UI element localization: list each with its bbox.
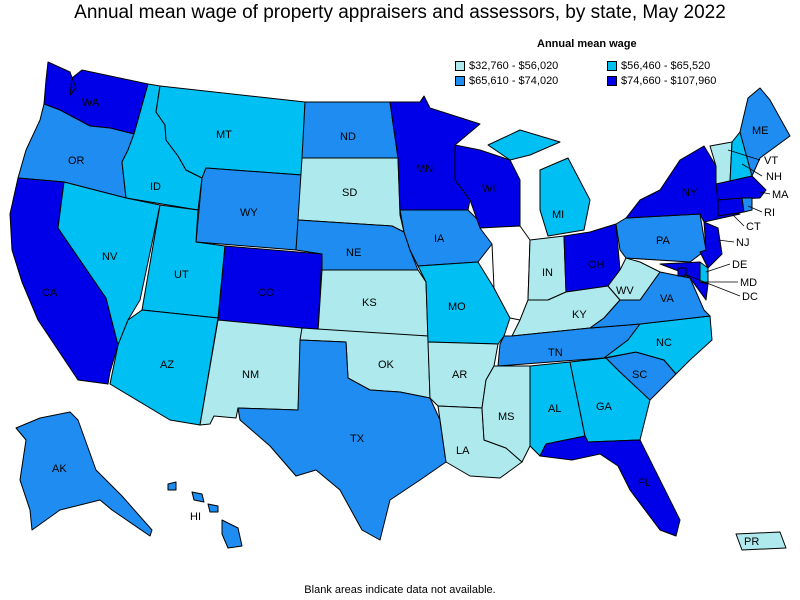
legend-grid: $32,760 - $56,020 $56,460 - $65,520 $65,…	[455, 60, 755, 87]
label-mt: MT	[216, 129, 232, 141]
label-mo: MO	[448, 301, 466, 313]
label-ny: NY	[682, 187, 698, 199]
state-tx[interactable]	[237, 339, 447, 541]
label-hi: HI	[190, 511, 201, 523]
legend: Annual mean wage $32,760 - $56,020 $56,4…	[455, 38, 755, 87]
label-la: LA	[456, 445, 470, 457]
label-ky: KY	[572, 309, 587, 321]
label-vt: VT	[764, 155, 778, 167]
label-nm: NM	[242, 369, 259, 381]
label-mn: MN	[416, 163, 433, 175]
state-ct[interactable]	[717, 197, 745, 217]
state-mi[interactable]	[487, 129, 591, 237]
state-wv[interactable]	[607, 257, 661, 301]
legend-label-1: $32,760 - $56,020	[469, 60, 559, 72]
label-pr: PR	[744, 536, 759, 548]
label-wv: WV	[616, 285, 634, 297]
label-sc: SC	[632, 369, 647, 381]
label-de: DE	[732, 259, 747, 271]
state-pr[interactable]	[735, 531, 787, 551]
legend-swatch-2	[607, 61, 617, 71]
state-ak[interactable]	[15, 411, 153, 537]
map-title: Annual mean wage of property appraisers …	[74, 2, 726, 23]
label-ok: OK	[378, 359, 395, 371]
label-sd: SD	[342, 187, 357, 199]
label-ms: MS	[498, 411, 515, 423]
label-nc: NC	[656, 337, 672, 349]
legend-title: Annual mean wage	[537, 38, 637, 50]
label-pa: PA	[656, 235, 671, 247]
label-ca: CA	[42, 287, 58, 299]
label-ri: RI	[764, 207, 775, 219]
state-me[interactable]	[739, 87, 791, 177]
state-labels: WA OR CA ID NV MT WY UT AZ CO NM ND SD N…	[42, 97, 789, 548]
legend-item-2: $56,460 - $65,520	[607, 60, 755, 72]
legend-swatch-3	[455, 76, 465, 86]
state-wy[interactable]	[195, 167, 303, 251]
label-ks: KS	[362, 297, 377, 309]
label-md: MD	[740, 277, 757, 289]
legend-item-3: $65,610 - $74,020	[455, 75, 607, 87]
label-ct: CT	[746, 221, 761, 233]
state-va[interactable]	[589, 271, 711, 329]
label-ne: NE	[346, 247, 361, 259]
label-or: OR	[68, 155, 85, 167]
legend-label-4: $74,660 - $107,960	[621, 75, 717, 87]
label-tn: TN	[548, 347, 563, 359]
label-id: ID	[150, 181, 161, 193]
label-wy: WY	[240, 207, 258, 219]
legend-label-2: $56,460 - $65,520	[621, 60, 711, 72]
state-hi[interactable]	[167, 481, 243, 549]
label-nh: NH	[766, 171, 782, 183]
label-ak: AK	[52, 463, 67, 475]
state-ma[interactable]	[715, 175, 767, 201]
state-dc[interactable]	[677, 267, 687, 277]
legend-item-4: $74,660 - $107,960	[607, 75, 755, 87]
label-me: ME	[752, 125, 769, 137]
label-dc: DC	[742, 291, 758, 303]
label-al: AL	[548, 403, 561, 415]
legend-label-3: $65,610 - $74,020	[469, 75, 559, 87]
legend-item-1: $32,760 - $56,020	[455, 60, 607, 72]
legend-swatch-4	[607, 76, 617, 86]
label-wa: WA	[82, 97, 100, 109]
label-tx: TX	[350, 433, 365, 445]
label-co: CO	[258, 287, 275, 299]
state-nd[interactable]	[301, 101, 399, 159]
label-va: VA	[660, 293, 675, 305]
label-fl: FL	[638, 477, 651, 489]
label-oh: OH	[588, 259, 605, 271]
label-ma: MA	[772, 189, 789, 201]
label-az: AZ	[160, 359, 174, 371]
label-wi: WI	[482, 183, 495, 195]
state-nc[interactable]	[603, 315, 713, 375]
label-ar: AR	[452, 369, 467, 381]
label-nd: ND	[340, 131, 356, 143]
label-nv: NV	[102, 251, 118, 263]
legend-swatch-1	[455, 61, 465, 71]
leader-lines	[683, 149, 771, 297]
state-fl[interactable]	[539, 435, 681, 537]
label-in: IN	[542, 267, 553, 279]
label-ga: GA	[596, 401, 613, 413]
label-mi: MI	[552, 209, 564, 221]
label-nj: NJ	[736, 237, 749, 249]
footnote: Blank areas indicate data not available.	[304, 584, 496, 596]
label-ut: UT	[174, 269, 189, 281]
label-ia: IA	[434, 233, 445, 245]
state-ri[interactable]	[741, 197, 753, 213]
